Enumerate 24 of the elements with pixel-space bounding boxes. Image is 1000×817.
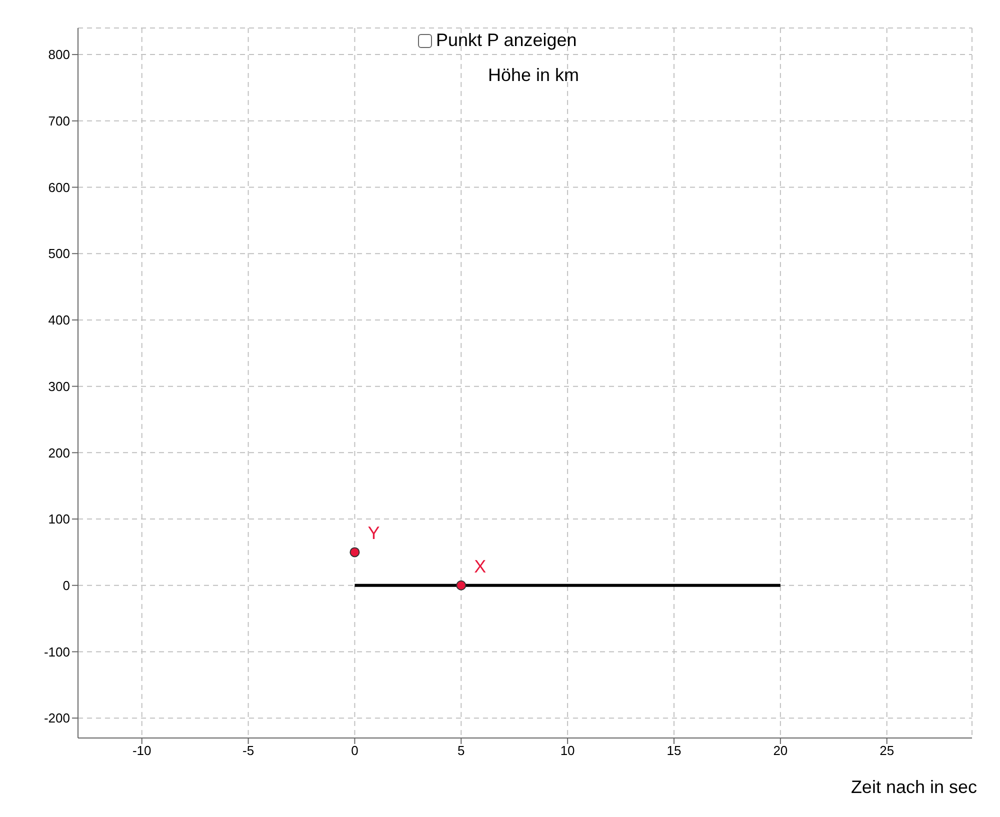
y-tick-label: -200 <box>44 710 70 726</box>
x-tick-label: -10 <box>132 743 152 758</box>
x-tick-label: 20 <box>773 743 788 758</box>
y-tick-label: 500 <box>48 246 70 262</box>
y-tick-label: 800 <box>48 47 70 62</box>
y-tick-label: 700 <box>48 114 70 129</box>
x-tick-label: 5 <box>458 743 465 758</box>
annotation: X <box>474 556 486 576</box>
x-tick-label: 0 <box>351 743 358 758</box>
y-tick-label: 0 <box>62 578 70 593</box>
x-tick-label: 15 <box>666 743 682 758</box>
y-tick-label: -100 <box>44 644 70 660</box>
x-axis-title: Zeit nach in sec <box>850 777 977 797</box>
y-tick-label: 200 <box>48 445 70 460</box>
y-tick-label: 600 <box>48 180 70 195</box>
x-tick-label: 25 <box>880 743 894 758</box>
x-tick-label: -5 <box>242 743 254 758</box>
y-tick-label: 400 <box>48 312 70 328</box>
y-axis-title: Höhe in km <box>488 64 580 85</box>
y-tick-label: 100 <box>48 512 70 527</box>
annotation: Y <box>368 523 380 544</box>
annotation: Punkt P anzeigen <box>436 30 577 51</box>
y-tick-label: 300 <box>48 378 70 394</box>
x-tick-label: 10 <box>560 743 575 758</box>
